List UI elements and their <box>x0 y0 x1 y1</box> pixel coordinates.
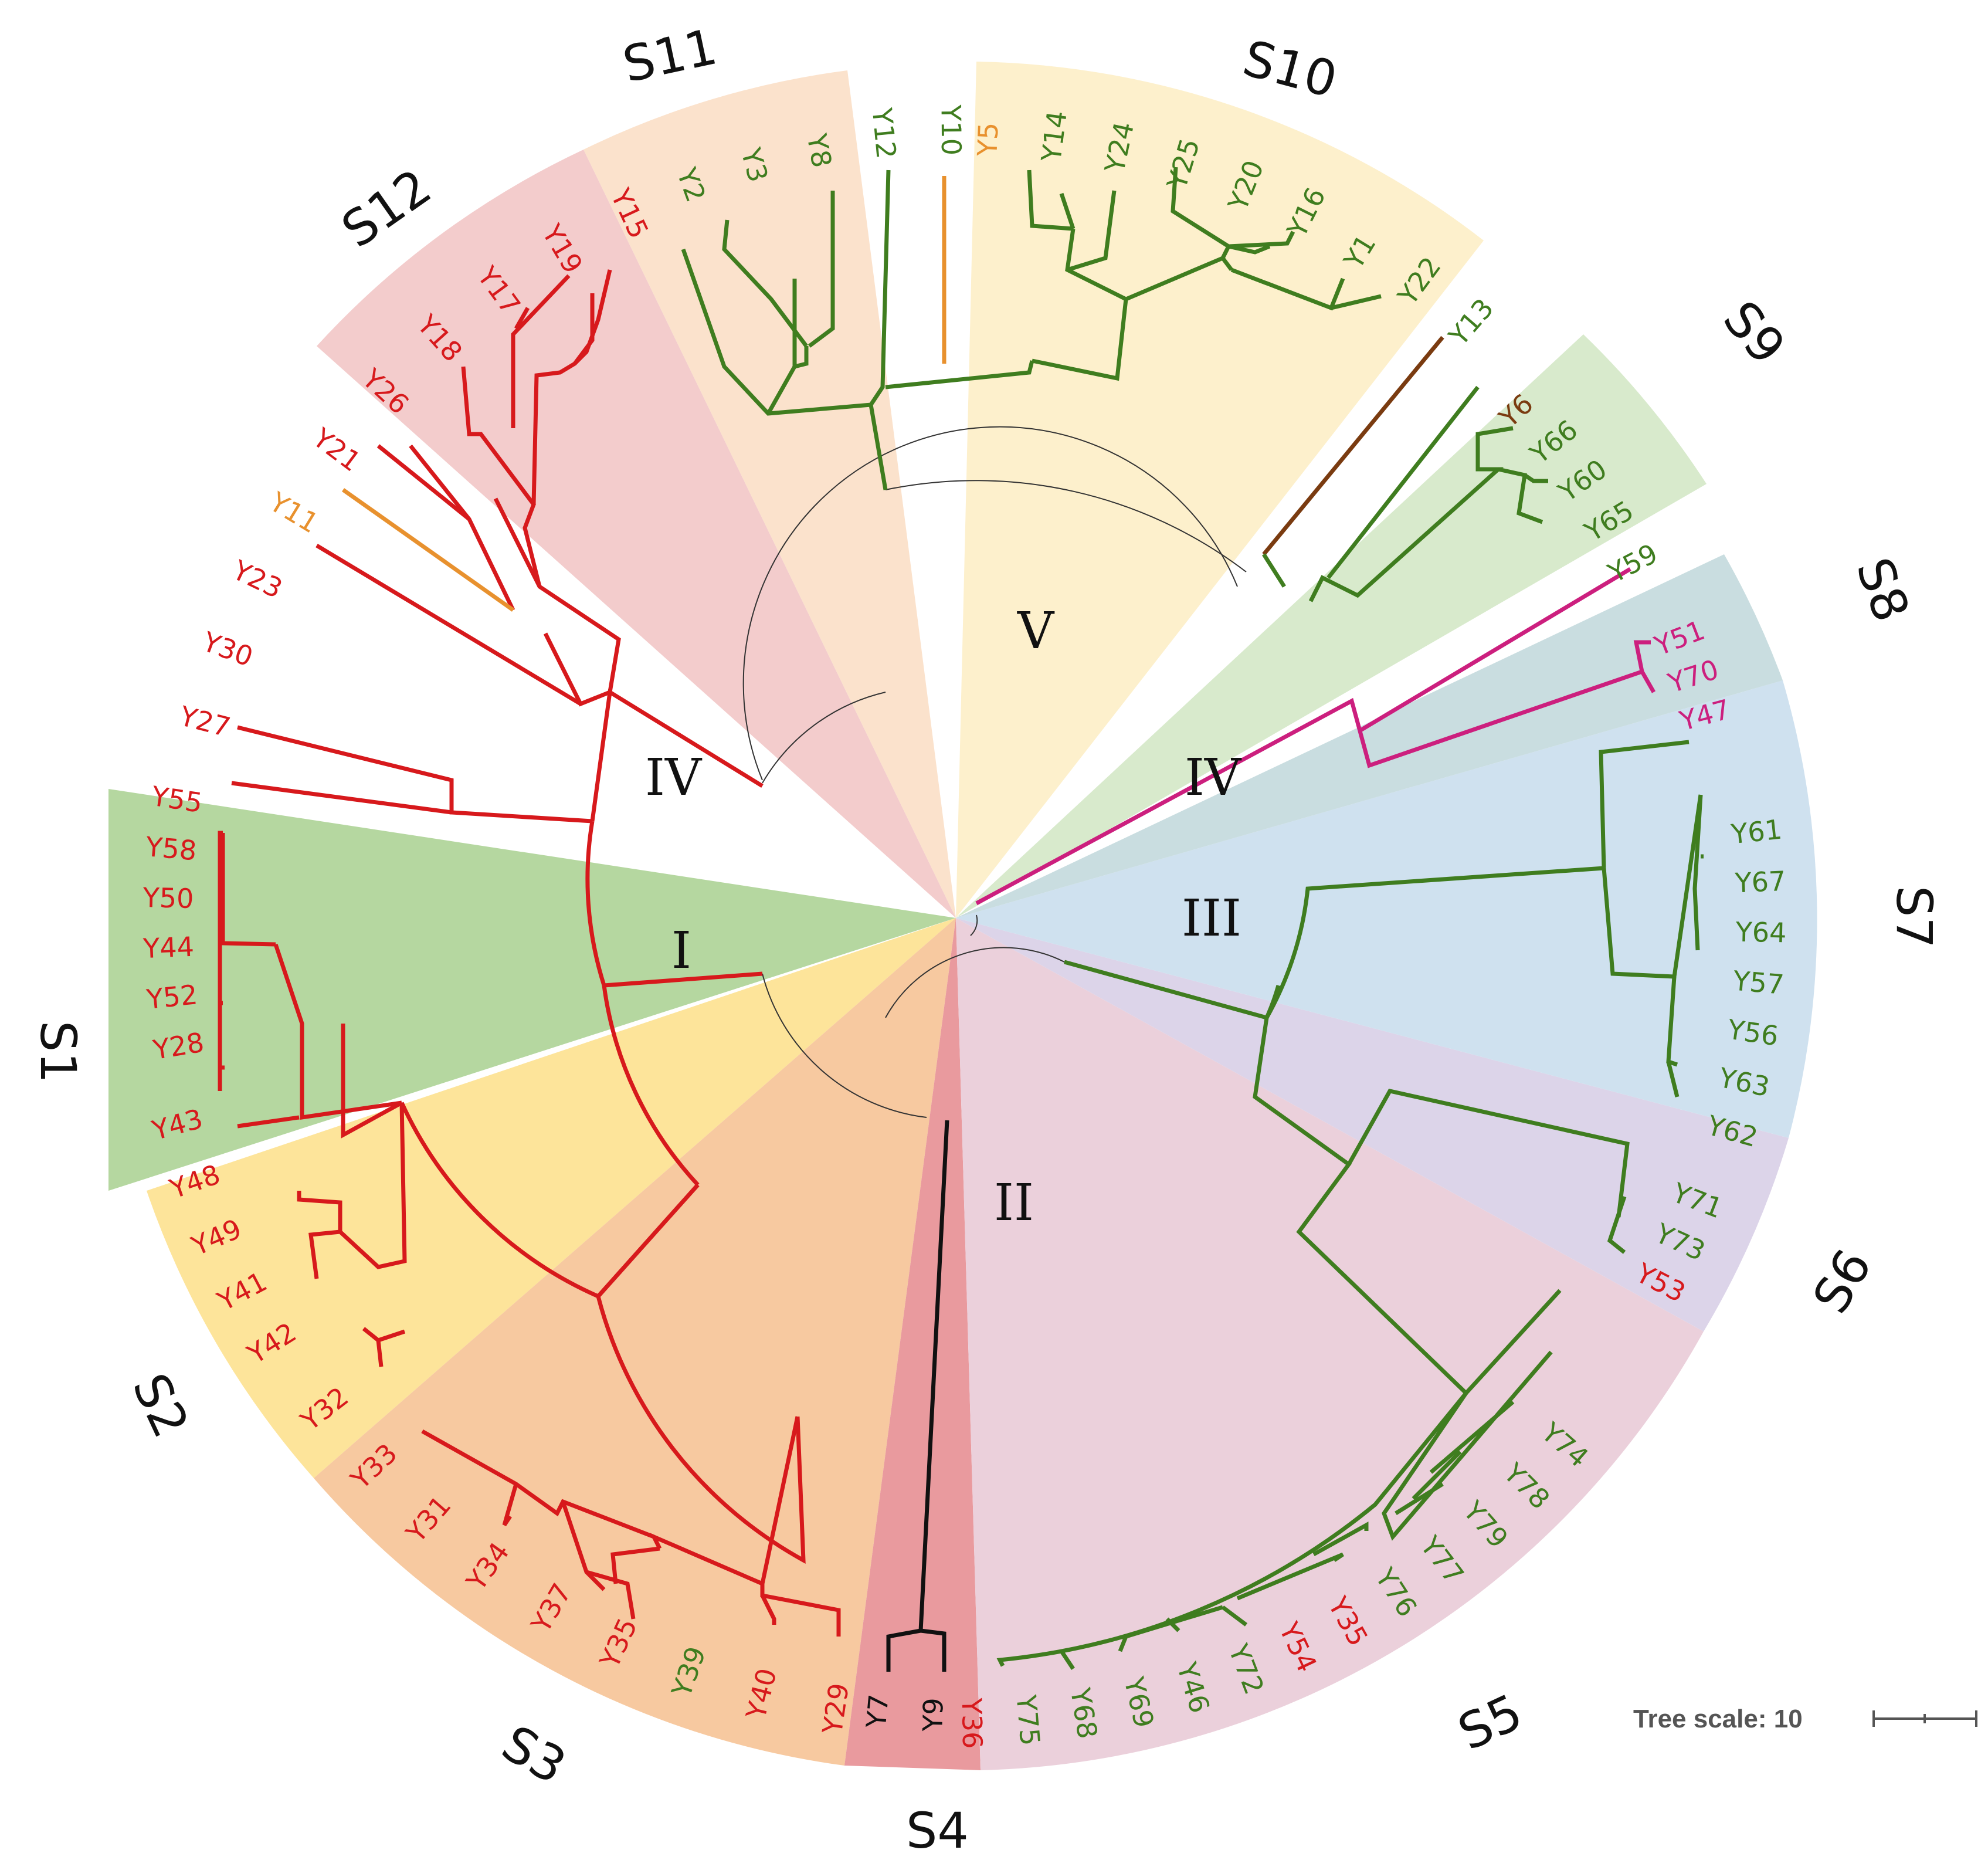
sector-backgrounds <box>108 62 1817 1770</box>
sector-s1-wedge <box>108 789 956 1191</box>
sector-label-s1: S1 <box>29 1021 87 1083</box>
sector-s9-wedge <box>956 334 1707 918</box>
sector-s5-wedge <box>956 918 1704 1770</box>
sector-s2-wedge <box>147 918 956 1478</box>
leaf-label-y57: Y57 <box>1731 965 1785 1001</box>
clade-label-i: I <box>671 921 691 980</box>
leaf-label-y9: Y9 <box>917 1698 949 1733</box>
sector-s10-wedge <box>956 62 1484 918</box>
inner-arc-clade-ii <box>885 947 1065 1018</box>
sector-label-s11: S11 <box>618 18 722 93</box>
leaf-label-y7: Y7 <box>860 1693 895 1730</box>
inner-arc-clade-i <box>762 973 927 1118</box>
branches-other <box>341 176 1656 1672</box>
leaf-label-y50: Y50 <box>142 882 194 914</box>
tree-scale-bar <box>1872 1710 1977 1727</box>
leaf-label-y64: Y64 <box>1735 916 1787 949</box>
sector-label-s3: S3 <box>493 1714 575 1795</box>
branches-red <box>218 269 841 1637</box>
clade-label-ii: II <box>994 1174 1034 1232</box>
clade-label-iv-left: IV <box>645 748 703 807</box>
leaf-label-y61: Y61 <box>1729 814 1784 851</box>
sector-label-s6: S6 <box>1802 1240 1882 1323</box>
sector-s11-wedge <box>583 70 956 918</box>
sector-label-s10: S10 <box>1237 29 1343 109</box>
leaf-label-y67: Y67 <box>1734 865 1787 899</box>
sector-s8-wedge <box>956 554 1783 918</box>
leaf-label-y56: Y56 <box>1725 1013 1781 1052</box>
leaf-label-y8: Y8 <box>800 131 837 170</box>
leaf-label-y11: Y11 <box>264 486 324 540</box>
leaf-label-y14: Y14 <box>1035 109 1073 164</box>
leaf-label-y23: Y23 <box>228 554 287 605</box>
inner-arc-clade-v <box>885 480 1247 572</box>
clade-labels: I II III IV IV V <box>645 602 1242 1232</box>
leaf-label-y75: Y75 <box>1010 1693 1046 1747</box>
inner-arc-clade-iv-left <box>762 692 886 784</box>
inner-arc-major <box>742 426 1238 781</box>
sector-s12-wedge <box>317 150 956 918</box>
sector-label-s5: S5 <box>1450 1683 1531 1761</box>
leaf-label-y30: Y30 <box>198 625 257 673</box>
leaf-label-y58: Y58 <box>144 831 198 866</box>
inner-arc-center <box>970 914 978 936</box>
clade-label-v: V <box>1017 602 1055 660</box>
leaf-label-y13: Y13 <box>1442 293 1500 353</box>
sector-label-s12: S12 <box>331 158 441 259</box>
sector-label-s7: S7 <box>1885 886 1943 948</box>
sector-label-s9: S9 <box>1712 290 1797 375</box>
leaf-label-y5: Y5 <box>971 122 1004 158</box>
clade-label-iv-right: IV <box>1185 748 1242 807</box>
leaf-label-y44: Y44 <box>142 931 195 964</box>
leaf-label-y29: Y29 <box>816 1681 855 1737</box>
sector-label-s4: S4 <box>906 1802 969 1859</box>
branches-green <box>681 167 1704 1670</box>
inner-arcs <box>742 426 1247 1118</box>
leaf-label-y10: Y10 <box>935 104 967 155</box>
leaf-label-y21: Y21 <box>307 422 367 478</box>
leaf-label-y52: Y52 <box>145 978 199 1015</box>
tree-scale: Tree scale: 10 <box>1633 1705 1977 1733</box>
clade-label-iii: III <box>1182 889 1241 948</box>
leaf-label-y12: Y12 <box>866 106 903 160</box>
sector-label-s2: S2 <box>121 1365 200 1446</box>
tree-scale-label: Tree scale: 10 <box>1633 1705 1803 1733</box>
leaf-label-y36: Y36 <box>956 1697 989 1749</box>
leaf-label-y55: Y55 <box>149 780 205 819</box>
leaf-label-y27: Y27 <box>176 700 233 743</box>
sector-label-s8: S8 <box>1845 550 1921 629</box>
